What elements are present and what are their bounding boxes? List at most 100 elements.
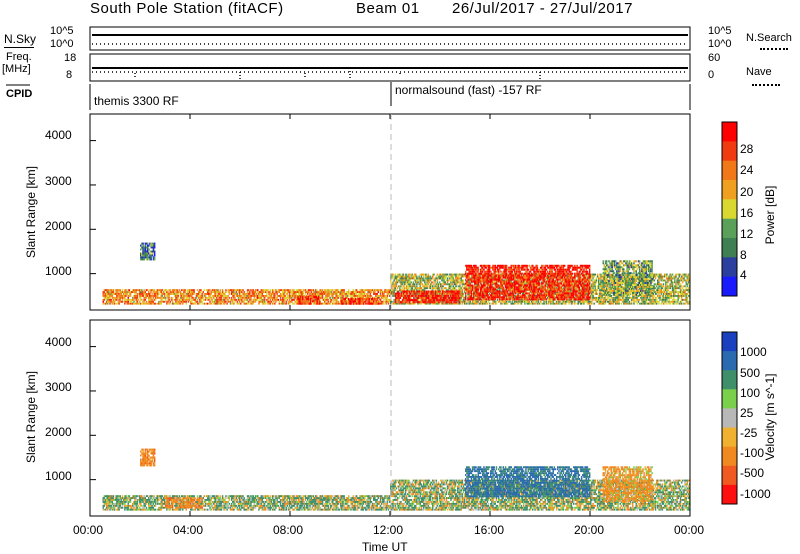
- data-cell: [454, 281, 457, 284]
- nave-legend-line: [752, 84, 780, 86]
- data-cell: [459, 287, 461, 290]
- data-cell: [297, 298, 299, 301]
- data-cell: [369, 289, 371, 292]
- data-cell: [328, 291, 331, 293]
- data-cell: [351, 300, 353, 303]
- data-cell: [337, 295, 340, 297]
- data-cell: [391, 277, 393, 280]
- data-cell: [150, 242, 152, 245]
- data-cell: [212, 296, 215, 299]
- data-cell: [399, 277, 401, 280]
- data-cell: [146, 293, 149, 295]
- data-cell: [680, 279, 683, 282]
- data-cell: [418, 275, 420, 278]
- data-cell: [267, 298, 269, 301]
- data-cell: [435, 287, 437, 290]
- data-cell: [241, 291, 243, 293]
- data-cell: [452, 279, 454, 282]
- data-cell: [475, 293, 477, 295]
- data-cell: [211, 298, 214, 301]
- data-cell: [246, 293, 249, 295]
- data-cell: [127, 295, 129, 297]
- data-cell: [201, 300, 203, 303]
- data-cell: [152, 296, 154, 299]
- data-cell: [232, 295, 234, 297]
- data-cell: [495, 302, 498, 305]
- data-cell: [492, 293, 494, 295]
- data-cell: [179, 293, 182, 295]
- data-cell: [341, 289, 343, 292]
- data-cell: [144, 242, 147, 245]
- data-cell: [208, 296, 210, 299]
- data-cell: [144, 248, 147, 251]
- data-cell: [604, 296, 607, 299]
- data-cell: [663, 291, 666, 293]
- data-cell: [452, 289, 454, 292]
- data-cell: [359, 289, 361, 292]
- data-cell: [459, 285, 461, 288]
- data-cell: [253, 291, 256, 293]
- data-cell: [246, 302, 249, 305]
- data-cell: [329, 300, 332, 303]
- data-cell: [150, 258, 152, 261]
- data-cell: [104, 289, 107, 292]
- data-cell: [441, 283, 443, 286]
- data-cell: [342, 289, 344, 292]
- data-cell: [258, 296, 260, 299]
- data-cell: [430, 281, 433, 284]
- data-cell: [361, 296, 364, 299]
- data-cell: [216, 291, 218, 293]
- data-cell: [108, 298, 110, 301]
- data-cell: [224, 298, 226, 301]
- data-cell: [368, 296, 370, 299]
- data-cell: [108, 300, 110, 303]
- data-cell: [463, 302, 466, 305]
- data-cell: [210, 302, 212, 305]
- data-cell: [138, 296, 141, 299]
- data-cell: [142, 250, 144, 253]
- data-cell: [496, 273, 499, 276]
- data-cell: [351, 298, 353, 301]
- data-cell: [120, 295, 123, 297]
- data-cell: [177, 296, 179, 299]
- data-cell: [226, 302, 228, 305]
- data-cell: [148, 291, 150, 293]
- data-cell: [455, 283, 458, 286]
- data-cell: [630, 302, 633, 305]
- data-cell: [141, 246, 143, 249]
- data-cell: [250, 295, 252, 297]
- data-cell: [420, 275, 423, 278]
- data-cell: [251, 295, 253, 297]
- data-cell: [160, 295, 162, 297]
- data-cell: [111, 295, 114, 297]
- data-cell: [427, 302, 429, 305]
- data-cell: [265, 295, 267, 297]
- data-cell: [463, 285, 466, 288]
- data-cell: [104, 296, 107, 299]
- data-cell: [390, 300, 392, 303]
- data-cell: [467, 300, 469, 303]
- data-cell: [454, 275, 457, 278]
- data-cell: [328, 302, 331, 305]
- data-cell: [121, 289, 124, 292]
- data-cell: [205, 293, 208, 295]
- data-cell: [450, 281, 452, 284]
- data-cell: [479, 296, 482, 299]
- data-cell: [378, 300, 381, 303]
- data-cell: [273, 295, 275, 297]
- data-cell: [342, 293, 344, 295]
- data-cell: [278, 291, 281, 293]
- data-cell: [565, 302, 567, 305]
- data-cell: [384, 289, 386, 292]
- data-cell: [198, 293, 200, 295]
- data-cell: [180, 300, 183, 303]
- data-cell: [258, 302, 260, 305]
- data-cell: [390, 289, 392, 292]
- data-cell: [171, 291, 174, 293]
- data-cell: [315, 300, 317, 303]
- data-cell: [262, 295, 265, 297]
- data-cell: [263, 291, 266, 293]
- data-cell: [221, 300, 224, 303]
- data-cell: [538, 302, 541, 305]
- data-cell: [170, 296, 173, 299]
